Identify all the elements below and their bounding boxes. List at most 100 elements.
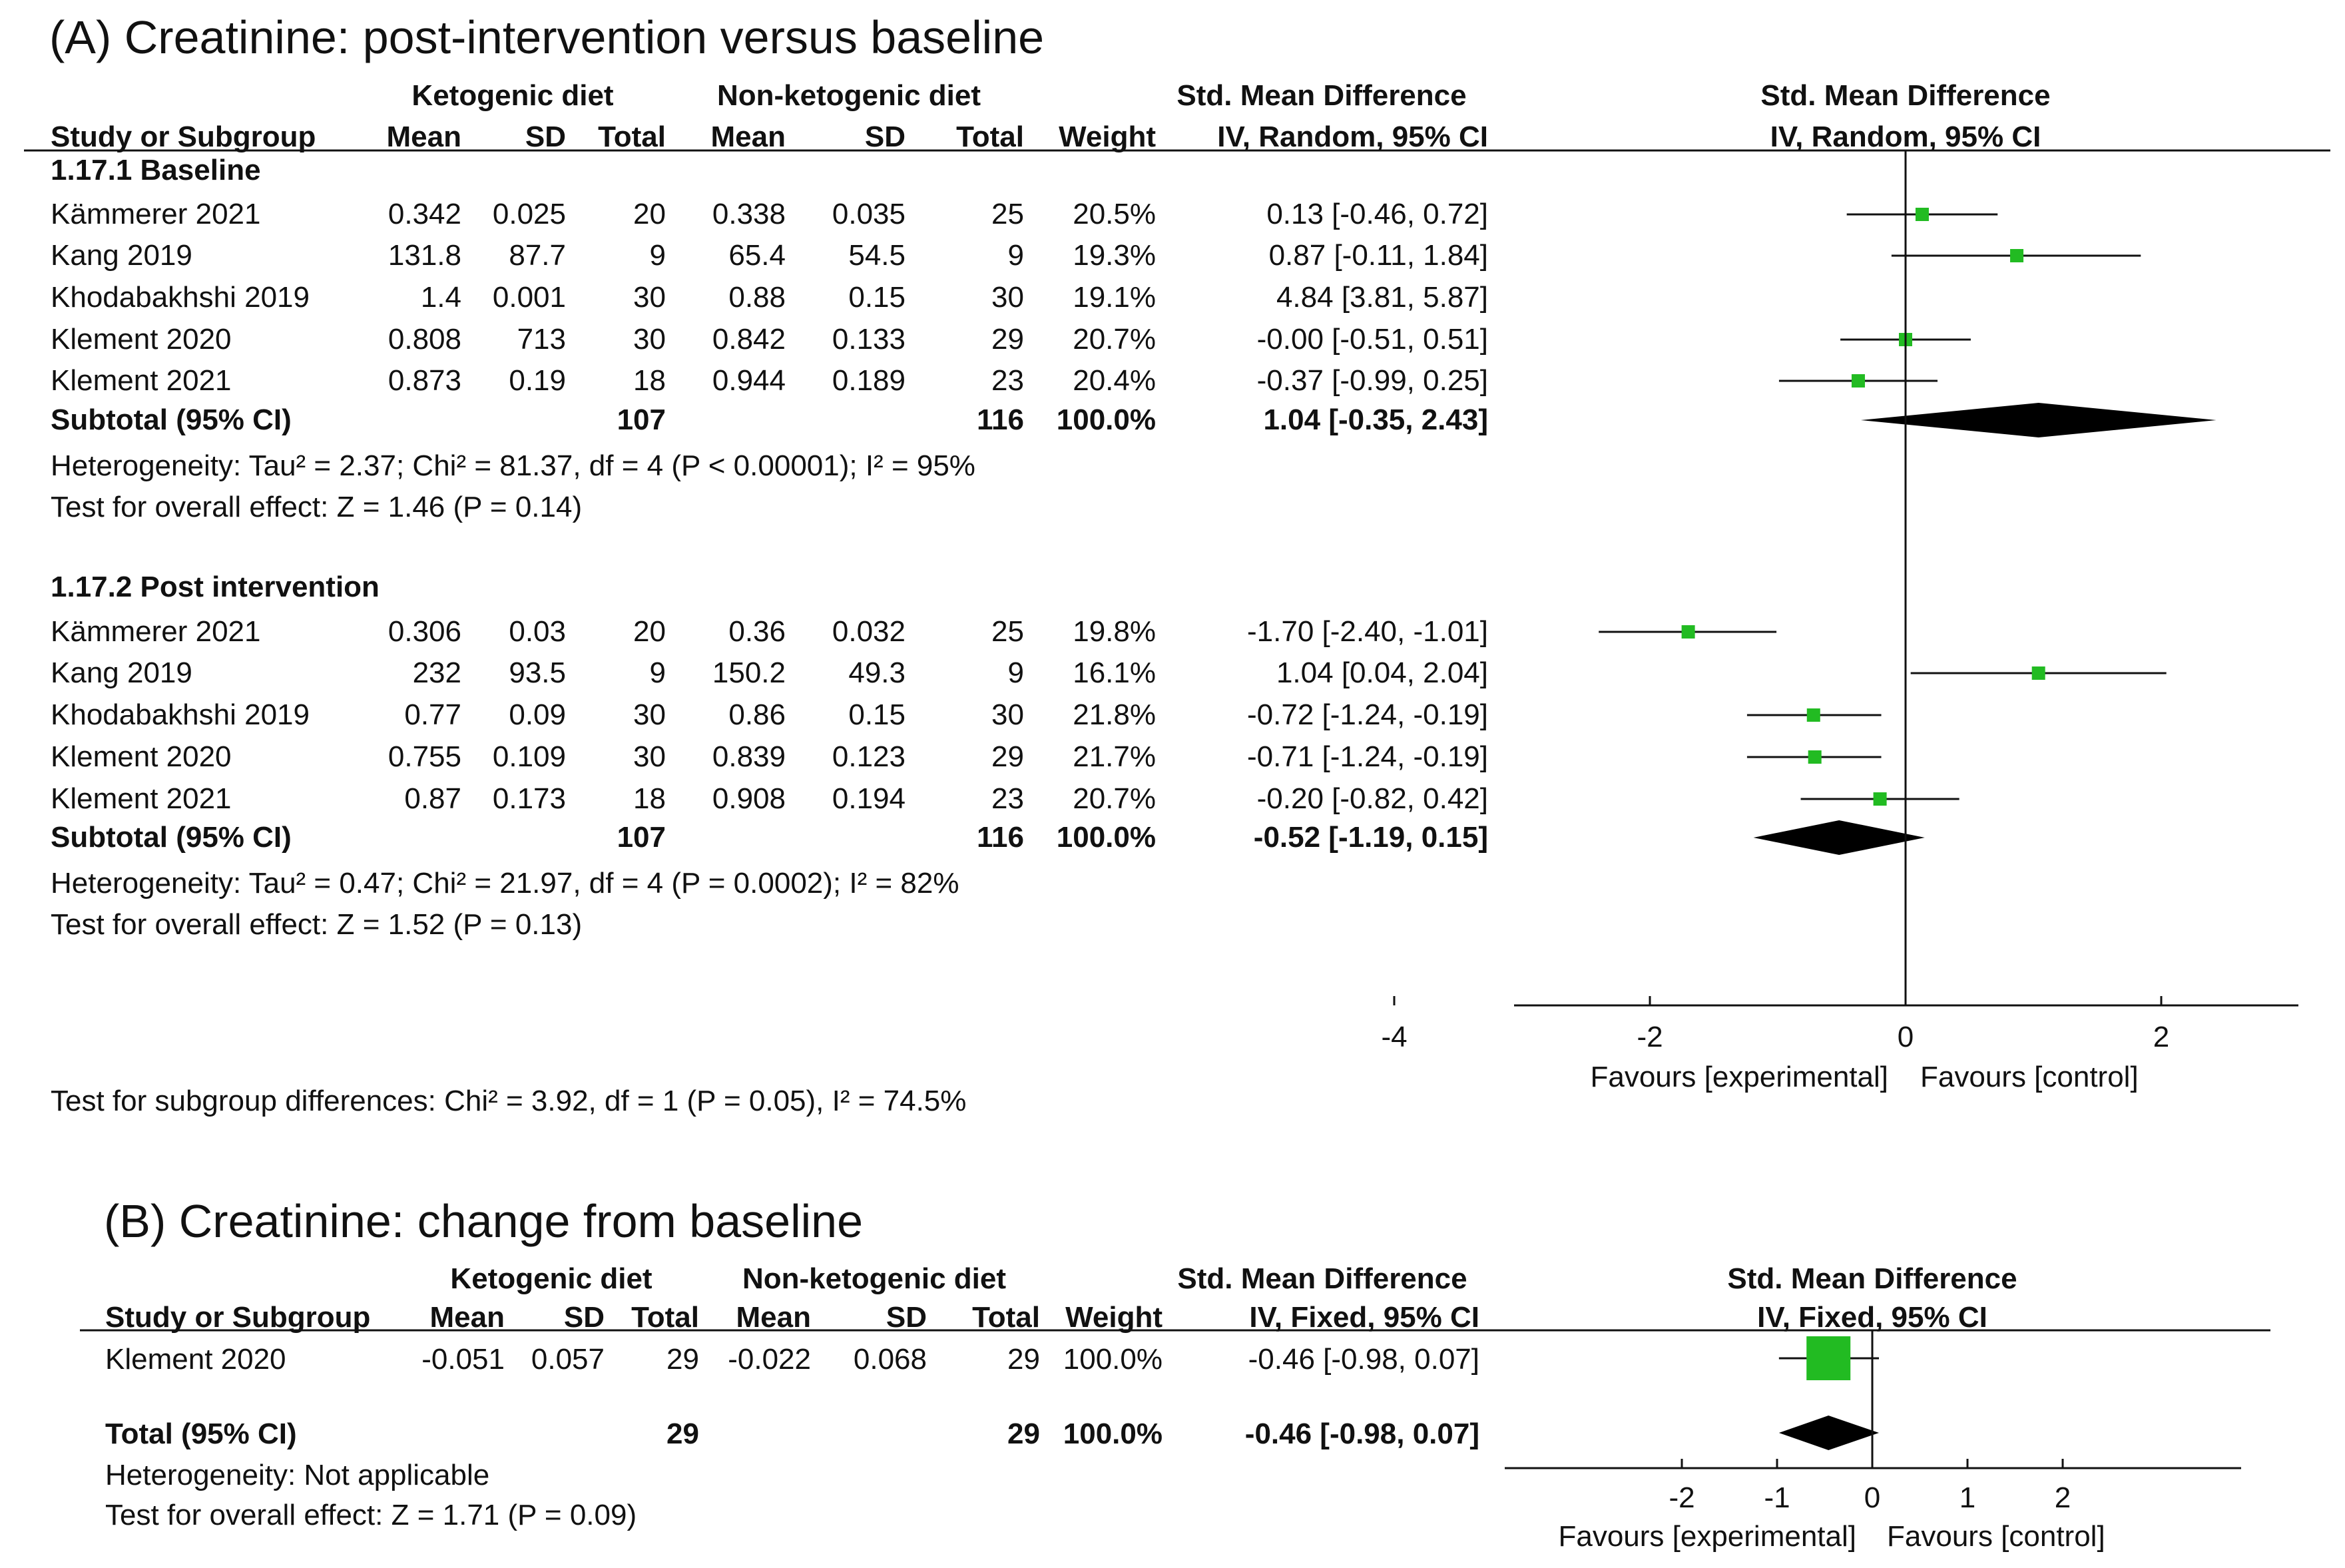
exp-mean: 0.808 [388, 323, 461, 356]
ctrl-sd: 0.15 [848, 698, 906, 731]
subtotal-ctrl-total: 116 [977, 403, 1024, 436]
effect-square [1806, 1336, 1851, 1380]
x-tick-label: -2 [1669, 1481, 1694, 1514]
ctrl-sd: 0.189 [832, 364, 906, 397]
exp-total: 20 [633, 198, 666, 230]
total-exp-total: 29 [666, 1418, 699, 1450]
exp-sd: 0.09 [509, 698, 566, 731]
exp-total: 30 [633, 323, 666, 356]
study-ci: -0.20 [-0.82, 0.42] [1257, 782, 1488, 815]
ctrl-sd: 0.068 [854, 1343, 927, 1376]
column-header-study: Study or Subgroup [105, 1301, 370, 1334]
ctrl-total: 25 [991, 198, 1024, 230]
study-ci: 4.84 [3.81, 5.87] [1276, 281, 1488, 314]
ctrl-mean: 0.36 [728, 615, 786, 648]
study-name: Klement 2020 [51, 323, 232, 356]
exp-total: 30 [633, 698, 666, 731]
column-header-c-sd: SD [865, 121, 906, 153]
column-header-e-total: Total [598, 121, 666, 153]
ci-column-header: Std. Mean Difference [1176, 79, 1466, 112]
ctrl-total: 29 [1007, 1343, 1040, 1376]
ctrl-total: 30 [991, 281, 1024, 314]
x-tick-label: 1 [1959, 1481, 1975, 1514]
ctrl-sd: 0.032 [832, 615, 906, 648]
study-weight: 100.0% [1063, 1343, 1163, 1376]
exp-mean: 232 [413, 656, 461, 689]
total-diamond [1778, 1416, 1880, 1450]
study-weight: 20.5% [1073, 198, 1156, 230]
exp-sd: 0.03 [509, 615, 566, 648]
study-name: Kang 2019 [51, 239, 192, 272]
study-ci: -0.72 [-1.24, -0.19] [1247, 698, 1488, 731]
exp-mean: 1.4 [421, 281, 461, 314]
exp-total: 30 [633, 281, 666, 314]
total-weight: 100.0% [1063, 1418, 1163, 1450]
panel-a-title: (A) Creatinine: post-intervention versus… [49, 11, 1044, 63]
column-header-e-mean: Mean [430, 1301, 505, 1334]
subtotal-ci: -0.52 [-1.19, 0.15] [1254, 821, 1488, 854]
exp-sd: 0.001 [493, 281, 566, 314]
overall-effect-text: Test for overall effect: Z = 1.46 (P = 0… [51, 491, 582, 523]
exp-sd: 87.7 [509, 239, 566, 272]
ctrl-total: 23 [991, 364, 1024, 397]
ctrl-mean: 0.86 [728, 698, 786, 731]
study-weight: 21.7% [1073, 740, 1156, 773]
exp-total: 9 [650, 239, 666, 272]
total-label: Total (95% CI) [105, 1418, 297, 1450]
favours-experimental-label: Favours [experimental] [1558, 1520, 1856, 1553]
effect-square [1851, 374, 1865, 388]
ctrl-sd: 0.133 [832, 323, 906, 356]
ctrl-mean: 150.2 [712, 656, 786, 689]
column-header-c-sd: SD [886, 1301, 927, 1334]
experimental-group-header: Ketogenic diet [411, 79, 613, 112]
exp-mean: 131.8 [388, 239, 461, 272]
subtotal-label: Subtotal (95% CI) [51, 821, 292, 854]
ctrl-sd: 49.3 [848, 656, 906, 689]
column-header-e-sd: SD [525, 121, 566, 153]
study-name: Klement 2021 [51, 364, 232, 397]
ctrl-total: 25 [991, 615, 1024, 648]
study-ci: 1.04 [0.04, 2.04] [1276, 656, 1488, 689]
ctrl-total: 9 [1008, 239, 1024, 272]
x-tick-label: 2 [2055, 1481, 2071, 1514]
column-header-e-sd: SD [564, 1301, 605, 1334]
subtotal-label: Subtotal (95% CI) [51, 403, 292, 436]
study-name: Kämmerer 2021 [51, 615, 260, 648]
study-name: Kang 2019 [51, 656, 192, 689]
column-header-ci: IV, Random, 95% CI [1217, 121, 1488, 153]
subtotal-exp-total: 107 [617, 821, 666, 854]
ctrl-total: 9 [1008, 656, 1024, 689]
x-tick-label: 2 [2153, 1021, 2169, 1053]
column-header-c-mean: Mean [736, 1301, 811, 1334]
subgroup-title: 1.17.2 Post intervention [51, 571, 380, 603]
study-name: Khodabakhshi 2019 [51, 281, 310, 314]
study-weight: 19.1% [1073, 281, 1156, 314]
effect-square [1808, 750, 1822, 764]
study-name: Klement 2021 [51, 782, 232, 815]
subgroup-title: 1.17.1 Baseline [51, 154, 261, 186]
column-header-plot: IV, Random, 95% CI [1770, 121, 2041, 153]
exp-sd: 0.173 [493, 782, 566, 815]
exp-mean: 0.342 [388, 198, 461, 230]
study-weight: 16.1% [1073, 656, 1156, 689]
study-ci: -1.70 [-2.40, -1.01] [1247, 615, 1488, 648]
exp-mean: 0.755 [388, 740, 461, 773]
study-ci: -0.00 [-0.51, 0.51] [1257, 323, 1488, 356]
study-ci: 0.13 [-0.46, 0.72] [1266, 198, 1488, 230]
study-weight: 20.4% [1073, 364, 1156, 397]
exp-total: 9 [650, 656, 666, 689]
control-group-header: Non-ketogenic diet [742, 1262, 1006, 1295]
column-header-ci: IV, Fixed, 95% CI [1249, 1301, 1479, 1334]
exp-total: 20 [633, 615, 666, 648]
ctrl-total: 30 [991, 698, 1024, 731]
exp-total: 29 [666, 1343, 699, 1376]
plot-column-header: Std. Mean Difference [1727, 1262, 2017, 1295]
subtotal-weight: 100.0% [1057, 403, 1156, 436]
subtotal-diamond [1753, 820, 1925, 855]
exp-total: 18 [633, 364, 666, 397]
x-tick-label: 0 [1864, 1481, 1880, 1514]
favours-control-label: Favours [control] [1920, 1061, 2139, 1093]
study-weight: 19.8% [1073, 615, 1156, 648]
ctrl-mean: 0.944 [712, 364, 786, 397]
favours-control-label: Favours [control] [1887, 1520, 2105, 1553]
